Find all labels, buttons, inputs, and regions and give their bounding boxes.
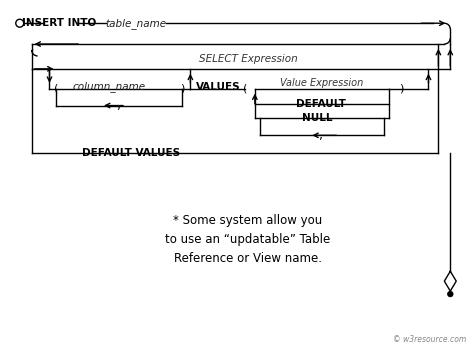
Text: NULL: NULL xyxy=(302,113,333,124)
Text: ,: , xyxy=(319,129,323,142)
Text: ,: , xyxy=(117,99,121,112)
Text: (: ( xyxy=(54,84,59,94)
Text: (: ( xyxy=(243,84,247,94)
Text: DEFAULT VALUES: DEFAULT VALUES xyxy=(82,148,180,158)
Text: SELECT Expression: SELECT Expression xyxy=(199,54,297,64)
Text: Value Expression: Value Expression xyxy=(280,78,363,88)
Text: * Some system allow you
to use an “updatable” Table
Reference or View name.: * Some system allow you to use an “updat… xyxy=(165,214,330,265)
Text: column_name: column_name xyxy=(73,81,146,92)
Text: VALUES: VALUES xyxy=(196,82,240,92)
Text: table_name: table_name xyxy=(105,18,166,29)
Circle shape xyxy=(448,292,453,296)
Text: © w3resource.com: © w3resource.com xyxy=(393,335,466,344)
Text: DEFAULT: DEFAULT xyxy=(296,99,346,108)
Text: ): ) xyxy=(180,84,185,94)
Text: ): ) xyxy=(400,84,404,94)
Text: INSERT INTO: INSERT INTO xyxy=(22,18,97,28)
